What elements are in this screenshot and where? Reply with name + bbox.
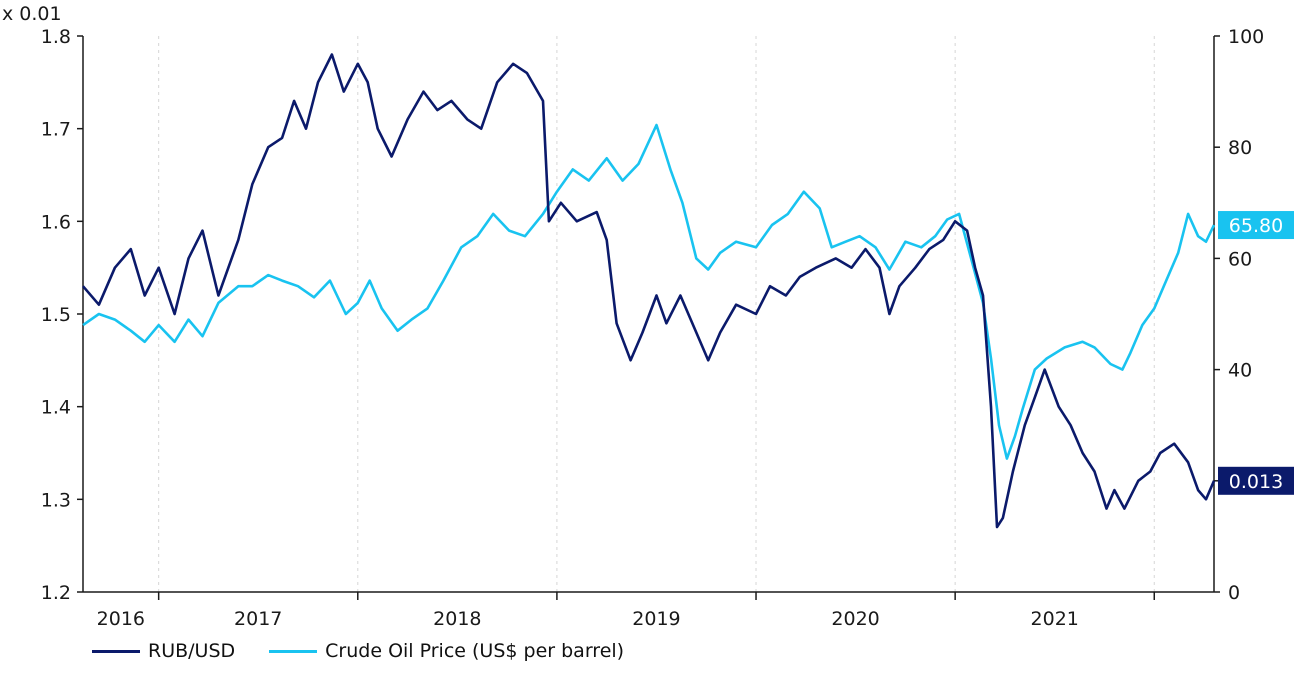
rub-usd-end-label: 0.013 bbox=[1229, 471, 1283, 493]
right-axis-ticks: 020406080100 bbox=[1214, 26, 1264, 604]
x-tick-label: 2016 bbox=[97, 608, 145, 630]
left-tick-label: 1.2 bbox=[41, 582, 71, 604]
crude-oil-line bbox=[82, 123, 1216, 460]
left-tick-label: 1.7 bbox=[41, 119, 71, 141]
x-tick-label: 2021 bbox=[1031, 608, 1079, 630]
legend-swatch-crude-oil bbox=[269, 649, 318, 653]
left-axis-ticks: 1.2 1.3 1.4 1.5 1.6 1.7 1.8 bbox=[41, 26, 83, 604]
year-gridlines bbox=[158, 36, 1155, 592]
legend-label-crude-oil: Crude Oil Price (US$ per barrel) bbox=[325, 640, 625, 662]
x-tick-label: 2020 bbox=[831, 608, 879, 630]
right-tick-label: 100 bbox=[1228, 26, 1264, 48]
legend-item-crude-oil: Crude Oil Price (US$ per barrel) bbox=[269, 640, 624, 662]
legend-item-rub-usd: RUB/USD bbox=[92, 640, 235, 662]
left-tick-label: 1.3 bbox=[41, 489, 71, 511]
left-axis-unit-label: x 0.01 bbox=[2, 3, 62, 25]
right-tick-label: 0 bbox=[1228, 582, 1240, 604]
x-tick-label: 2018 bbox=[433, 608, 481, 630]
left-tick-label: 1.4 bbox=[41, 397, 71, 419]
series-lines bbox=[82, 53, 1216, 529]
x-tick-label: 2019 bbox=[632, 608, 680, 630]
left-tick-label: 1.5 bbox=[41, 304, 71, 326]
rub-usd-line bbox=[82, 53, 1216, 529]
rub-usd-end-label-bg bbox=[1218, 466, 1294, 495]
end-value-labels: 0.013 65.80 bbox=[1218, 211, 1294, 495]
right-tick-label: 80 bbox=[1228, 137, 1252, 159]
crude-oil-end-label: 65.80 bbox=[1229, 215, 1283, 237]
right-tick-label: 40 bbox=[1228, 360, 1252, 382]
legend: RUB/USD Crude Oil Price (US$ per barrel) bbox=[92, 640, 658, 662]
legend-label-rub-usd: RUB/USD bbox=[148, 640, 236, 662]
left-tick-label: 1.8 bbox=[41, 26, 71, 48]
x-axis-ticks: 2016 2017 2018 2019 2020 2021 bbox=[97, 592, 1156, 630]
crude-oil-end-label-bg bbox=[1218, 211, 1294, 240]
left-tick-label: 1.6 bbox=[41, 211, 71, 233]
legend-swatch-rub-usd bbox=[92, 649, 140, 653]
x-tick-label: 2017 bbox=[234, 608, 282, 630]
right-tick-label: 60 bbox=[1228, 248, 1252, 270]
